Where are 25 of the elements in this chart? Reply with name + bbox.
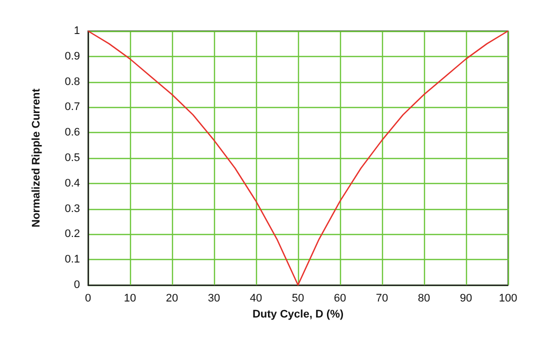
x-tick-label: 90 [460, 292, 472, 304]
x-tick-label: 80 [418, 292, 430, 304]
y-tick-label: 0.3 [64, 202, 80, 215]
x-tick-label: 100 [498, 292, 518, 304]
x-tick-label: 10 [124, 292, 136, 304]
y-tick-label: 0.8 [64, 76, 80, 88]
x-tick-label: 40 [250, 292, 262, 304]
y-tick-label: 0.1 [64, 254, 80, 266]
y-tick-label: 0.9 [64, 50, 80, 62]
x-tick-label: 60 [334, 292, 346, 304]
y-tick-label: 0.5 [64, 152, 80, 164]
x-tick-label: 70 [376, 292, 388, 304]
y-tick-label: 0.4 [64, 177, 80, 190]
y-tick-label: 0.2 [64, 228, 80, 240]
line-series [87, 30, 509, 286]
y-axis-title: Normalized Ripple Current [30, 88, 42, 228]
x-tick-label: 20 [166, 292, 178, 304]
x-tick-label: 50 [292, 292, 304, 304]
y-tick-label: 0.7 [64, 101, 80, 114]
x-axis-title: Duty Cycle, D (%) [252, 308, 344, 320]
y-tick-label: 0 [74, 279, 80, 291]
x-tick-label: 0 [84, 292, 92, 304]
y-tick-label: 1 [74, 25, 80, 37]
y-tick-label: 0.6 [64, 126, 80, 139]
x-tick-label: 30 [208, 292, 220, 304]
